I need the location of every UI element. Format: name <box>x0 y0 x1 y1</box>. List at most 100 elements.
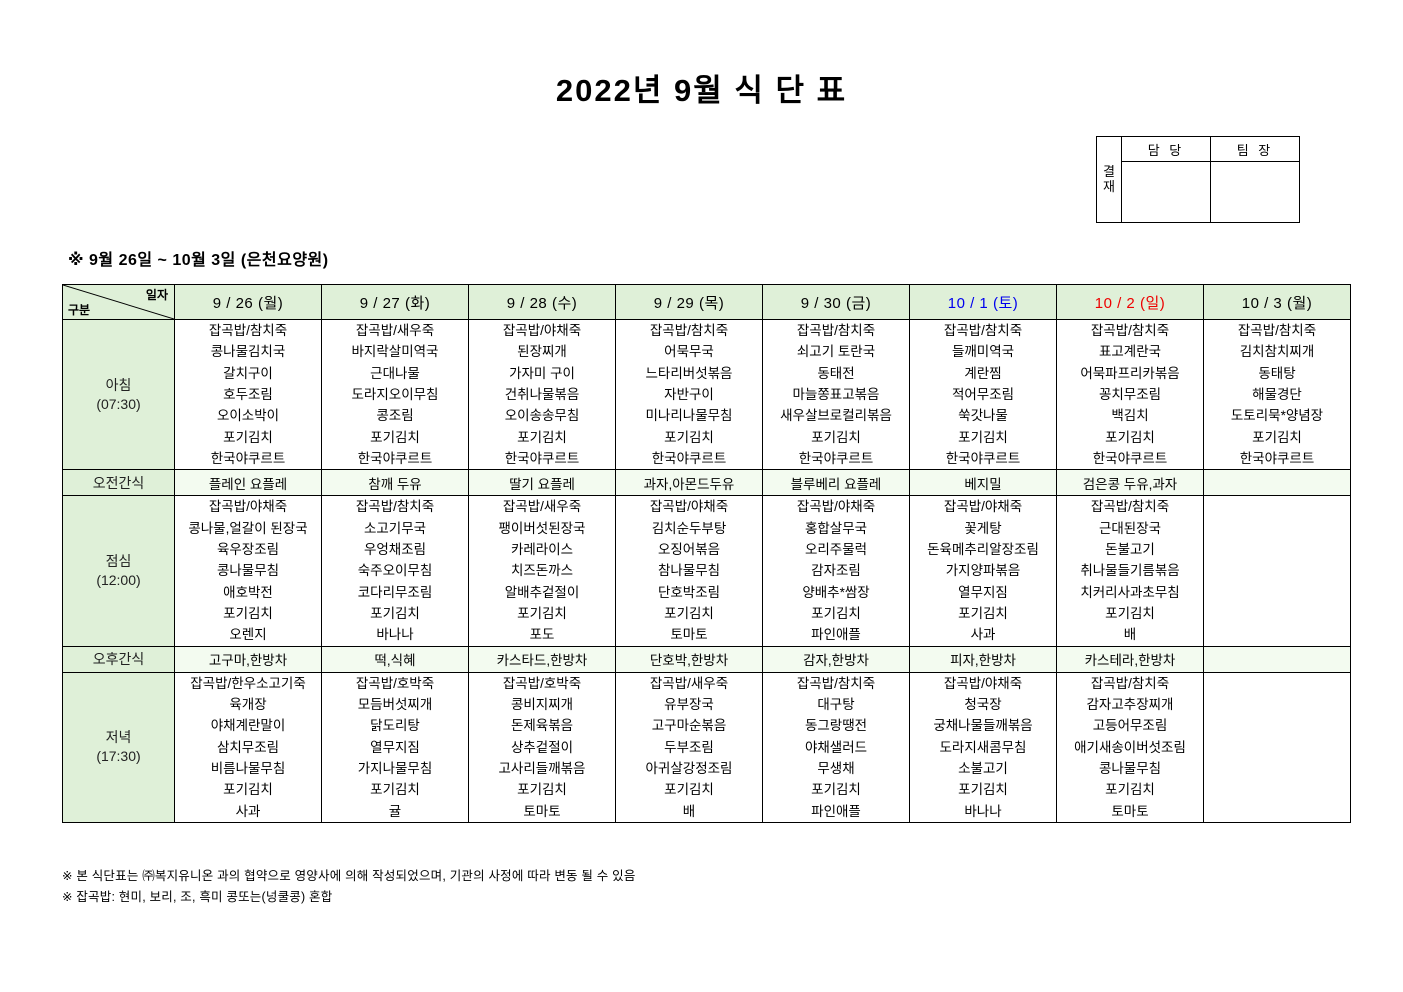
menu-item: 포기김치 <box>958 429 1008 445</box>
menu-item: 잡곡밥/한우소고기죽 <box>190 675 306 691</box>
menu-item: 한국야쿠르트 <box>945 450 1021 466</box>
menu-item: 열무지짐 <box>958 584 1008 600</box>
menu-item: 아귀살강정조림 <box>645 760 733 776</box>
menu-item: 한국야쿠르트 <box>798 450 874 466</box>
menu-item: 꽃게탕 <box>964 520 1002 536</box>
row-label-breakfast: 아침 (07:30) <box>62 318 175 471</box>
menu-item: 잡곡밥/참치죽 <box>796 675 876 691</box>
menu-item: 백김치 <box>1111 408 1149 424</box>
snack-cell-morning-4: 블루베리 요플레 <box>762 469 910 497</box>
menu-item: 고사리들깨볶음 <box>498 760 586 776</box>
menu-item: 한국야쿠르트 <box>1239 450 1315 466</box>
meal-cell-breakfast-6: 잡곡밥/참치죽 표고계란국 어묵파프리카볶음 꽁치무조림 백김치 포기김치 한국야쿠르트 <box>1056 318 1204 471</box>
menu-item: 토마토 <box>523 803 561 819</box>
menu-item: 열무지짐 <box>370 739 420 755</box>
snack-cell-afternoon-3: 단호박,한방차 <box>615 645 763 673</box>
snack-cell-morning-1: 참깨 두유 <box>321 469 469 497</box>
menu-item: 포기김치 <box>517 429 567 445</box>
meal-cell-dinner-2: 잡곡밥/호박죽 콩비지찌개 돈제육볶음 상추겉절이 고사리들깨볶음 포기김치 토마토 <box>468 671 616 823</box>
meal-cell-dinner-4: 잡곡밥/참치죽 대구탕 동그랑땡전 야채샐러드 무생채 포기김치 파인애플 <box>762 671 910 823</box>
menu-item: 고구마순볶음 <box>651 718 727 734</box>
menu-item: 궁채나물들깨볶음 <box>933 718 1033 734</box>
menu-item: 감자조림 <box>811 563 861 579</box>
meal-cell-breakfast-3: 잡곡밥/참치죽 어묵무국 느타리버섯볶음 자반구이 미나리나물무침 포기김치 한국야쿠르트 <box>615 318 763 471</box>
menu-item: 두부조림 <box>664 739 714 755</box>
menu-item: 포기김치 <box>811 782 861 798</box>
approval-side-label-line1: 결 <box>1103 163 1115 179</box>
approval-header-teamlead: 팀 장 <box>1210 136 1300 162</box>
menu-item: 포기김치 <box>1252 429 1302 445</box>
menu-item: 잡곡밥/야채죽 <box>208 499 288 515</box>
menu-item: 치즈돈까스 <box>510 563 574 579</box>
day-header-1: 9 / 27 (화) <box>321 284 469 320</box>
menu-item: 한국야쿠르트 <box>1092 450 1168 466</box>
corner-cell: 일자 구분 <box>62 284 175 320</box>
approval-box: 결 재 담 당 팀 장 <box>1096 136 1300 223</box>
snack-cell-afternoon-4: 감자,한방차 <box>762 645 910 673</box>
menu-item: 삼치무조림 <box>216 739 280 755</box>
menu-item: 바지락살미역국 <box>351 344 439 360</box>
corner-date-label: 일자 <box>145 288 168 302</box>
menu-item: 감자고추장찌개 <box>1086 696 1174 712</box>
menu-item: 바나나 <box>376 627 414 643</box>
menu-item: 잡곡밥/야채죽 <box>943 675 1023 691</box>
menu-item: 팽이버섯된장국 <box>498 520 586 536</box>
snack-cell-afternoon-5: 피자,한방차 <box>909 645 1057 673</box>
menu-item: 잡곡밥/호박죽 <box>502 675 582 691</box>
menu-item: 사과 <box>235 803 261 819</box>
day-header-5: 10 / 1 (토) <box>909 284 1057 320</box>
meal-cell-dinner-3: 잡곡밥/새우죽 유부장국 고구마순볶음 두부조림 아귀살강정조림 포기김치 배 <box>615 671 763 823</box>
meal-cell-dinner-7 <box>1203 671 1351 823</box>
menu-item: 모듬버섯찌개 <box>357 696 433 712</box>
approval-side-label: 결 재 <box>1096 136 1122 223</box>
menu-item: 도토리묵*양념장 <box>1230 408 1324 424</box>
row-label-dinner-time: (17:30) <box>96 748 141 765</box>
meal-cell-lunch-5: 잡곡밥/야채죽 꽃게탕 돈육메추리알장조림 가지양파볶음 열무지짐 포기김치 사과 <box>909 495 1057 647</box>
snack-cell-afternoon-6: 카스테라,한방차 <box>1056 645 1204 673</box>
menu-item: 김치참치찌개 <box>1239 344 1315 360</box>
row-label-lunch-time: (12:00) <box>96 571 141 588</box>
meal-cell-lunch-2: 잡곡밥/새우죽 팽이버섯된장국 카레라이스 치즈돈까스 알배추겉절이 포기김치 포도 <box>468 495 616 647</box>
menu-item: 무생채 <box>817 760 855 776</box>
menu-item: 마늘쫑표고볶음 <box>792 386 880 402</box>
menu-item: 새우살브로컬리볶음 <box>780 408 892 424</box>
menu-item: 포기김치 <box>958 605 1008 621</box>
menu-item: 잡곡밥/야채죽 <box>796 499 876 515</box>
menu-item: 포기김치 <box>811 605 861 621</box>
menu-item: 한국야쿠르트 <box>210 450 286 466</box>
menu-item: 잡곡밥/새우죽 <box>649 675 729 691</box>
meal-cell-lunch-6: 잡곡밥/참치죽 근대된장국 돈불고기 취나물들기름볶음 치커리사과초무침 포기김치 배 <box>1056 495 1204 647</box>
menu-item: 돈불고기 <box>1105 541 1155 557</box>
row-label-dinner: 저녁 (17:30) <box>62 671 175 823</box>
menu-item: 파인애플 <box>811 803 861 819</box>
day-header-3: 9 / 29 (목) <box>615 284 763 320</box>
menu-item: 포기김치 <box>811 429 861 445</box>
menu-item: 단호박조림 <box>657 584 721 600</box>
menu-item: 오이송송무침 <box>504 408 580 424</box>
table-row-breakfast: 아침 (07:30) 잡곡밥/참치죽 콩나물김치국 갈치구이 호두조림 오이소박이 포기김… <box>62 318 1351 471</box>
menu-item: 배 <box>1123 627 1137 643</box>
approval-header-manager: 담 당 <box>1121 136 1211 162</box>
meal-cell-lunch-0: 잡곡밥/야채죽 콩나물,얼갈이 된장국 육우장조림 콩나물무침 애호박전 포기김치 오렌지 <box>174 495 322 647</box>
day-header-2: 9 / 28 (수) <box>468 284 616 320</box>
menu-item: 포기김치 <box>664 605 714 621</box>
menu-item: 육개장 <box>229 696 267 712</box>
approval-signature-teamlead[interactable] <box>1210 161 1300 223</box>
menu-item: 포기김치 <box>370 605 420 621</box>
meal-cell-lunch-1: 잡곡밥/참치죽 소고기무국 우엉채조림 숙주오이무침 코다리무조림 포기김치 바나나 <box>321 495 469 647</box>
menu-item: 된장찌개 <box>517 344 567 360</box>
row-label-afternoon-snack: 오후간식 <box>62 645 175 673</box>
menu-item: 콩조림 <box>376 408 414 424</box>
menu-item: 유부장국 <box>664 696 714 712</box>
approval-signature-manager[interactable] <box>1121 161 1211 223</box>
row-label-breakfast-time: (07:30) <box>96 395 141 412</box>
menu-item: 포기김치 <box>370 429 420 445</box>
menu-item: 홍합살무국 <box>804 520 868 536</box>
menu-item: 잡곡밥/야채죽 <box>943 499 1023 515</box>
menu-item: 토마토 <box>1111 803 1149 819</box>
table-row-afternoon-snack: 오후간식 고구마,한방차 떡,식혜 카스타드,한방차 단호박,한방차 감자,한방… <box>62 645 1351 673</box>
footnotes: ※ 본 식단표는 ㈜복지유니온 과의 협약으로 영양사에 의해 작성되었으며, … <box>62 866 636 909</box>
day-header-4: 9 / 30 (금) <box>762 284 910 320</box>
menu-item: 한국야쿠르트 <box>504 450 580 466</box>
menu-item: 느타리버섯볶음 <box>645 365 733 381</box>
